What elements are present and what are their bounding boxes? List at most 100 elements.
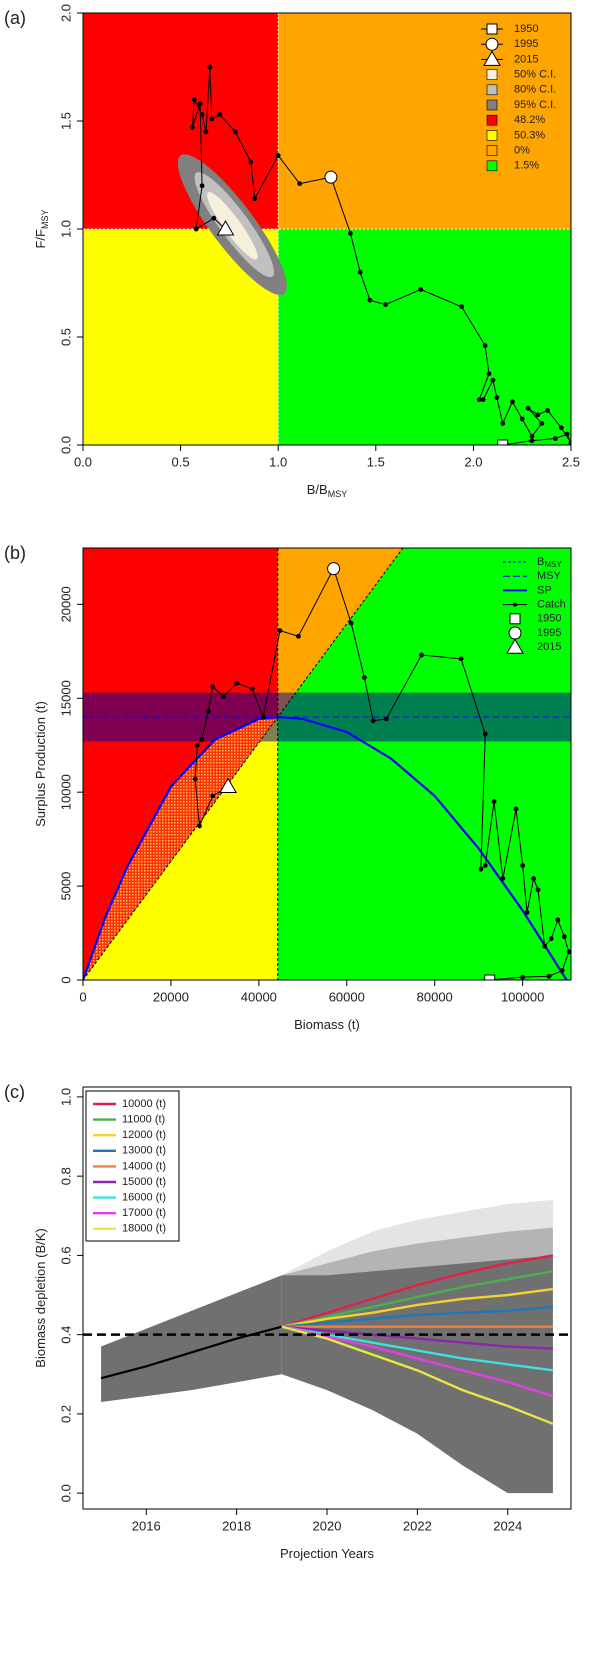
- x-tick-label: 60000: [329, 989, 365, 1004]
- trajectory-point: [529, 438, 535, 444]
- trajectory-point: [559, 968, 565, 974]
- legend-swatch: [486, 99, 498, 111]
- trajectory-point: [418, 287, 424, 292]
- ci-ellipse: [207, 191, 258, 260]
- legend-label: 1.5%: [514, 160, 539, 172]
- trajectory-point: [383, 302, 388, 307]
- marker: [324, 170, 338, 184]
- panel-label: (c): [4, 1082, 25, 1102]
- trajectory-point: [252, 196, 258, 202]
- x-tick-label: 2016: [132, 1518, 161, 1533]
- y-tick-label: 0.6: [58, 1246, 73, 1264]
- legend-marker: [506, 638, 524, 654]
- quadrant: [278, 13, 571, 229]
- axis-label: Biomass depletion (B/K): [33, 1228, 48, 1367]
- trajectory-point: [297, 181, 303, 187]
- y-tick-label: 0.0: [58, 1484, 73, 1502]
- trajectory-point: [500, 421, 506, 426]
- trajectory-point: [209, 116, 215, 122]
- legend-label: 11000 (t): [122, 1114, 165, 1126]
- trajectory-point: [491, 799, 497, 804]
- legend: 1950 1995 2015 50% C.I. 80% C.I. 95% C.I. 48.2…: [481, 23, 556, 172]
- trajectory-point: [458, 656, 464, 662]
- trajectory-point: [555, 917, 561, 923]
- trajectory-point: [539, 421, 545, 426]
- legend-label: 12000 (t): [122, 1129, 166, 1141]
- legend-label: 1995: [537, 627, 561, 639]
- axis-label-text: Surplus Production (t): [33, 701, 48, 827]
- trajectory-point: [535, 887, 541, 893]
- trajectory-point: [361, 675, 367, 680]
- trajectory-point: [203, 129, 209, 135]
- legend-swatch: [486, 69, 498, 80]
- legend-marker: [485, 37, 499, 51]
- trajectory-point: [194, 742, 200, 748]
- legend-label: 2015: [514, 53, 538, 65]
- trajectory-point: [459, 304, 465, 310]
- legend-label: Catch: [537, 599, 566, 611]
- axis-label-text: Biomass (t): [294, 1017, 360, 1032]
- projection-line: [281, 1325, 554, 1425]
- panel-label: (a): [4, 8, 26, 28]
- trajectory-point: [199, 183, 205, 189]
- trajectory-point: [513, 806, 519, 812]
- legend-label: 17000 (t): [122, 1207, 166, 1219]
- trajectory-point: [419, 652, 424, 658]
- trajectory-point: [205, 709, 211, 714]
- plot-area: [83, 1199, 571, 1494]
- trajectory-point: [217, 112, 223, 117]
- legend-label: 1950: [514, 23, 538, 35]
- y-tick-label: 0: [58, 976, 73, 983]
- axis-label-text: F/F: [33, 229, 48, 249]
- legend-label: 0%: [514, 145, 530, 157]
- sp-curve: [83, 715, 568, 980]
- quadrant: [83, 13, 279, 229]
- marker: [497, 439, 509, 445]
- projection-line: [281, 1270, 554, 1328]
- trajectory-point: [197, 101, 203, 107]
- legend-label: 1995: [514, 38, 538, 50]
- trajectory-point: [482, 343, 488, 349]
- legend-marker: [513, 602, 517, 607]
- trajectory-point: [564, 431, 570, 437]
- trajectory-point: [191, 97, 197, 102]
- trajectory-point: [348, 620, 354, 626]
- region: [277, 548, 571, 980]
- y-tick-label: 0.4: [58, 1326, 73, 1344]
- y-tick-label: 5000: [58, 872, 73, 901]
- x-tick-label: 2.0: [464, 454, 482, 469]
- projection-line: [281, 1305, 554, 1328]
- legend-marker: [509, 613, 521, 625]
- uncertainty-band: [101, 1275, 282, 1403]
- legend-label-text: B: [537, 556, 544, 568]
- uncertainty-band: [281, 1227, 553, 1276]
- legend-marker: [486, 23, 498, 35]
- x-tick-label: 80000: [417, 989, 453, 1004]
- trajectory-point: [520, 863, 526, 868]
- x-tick-label: 20000: [153, 989, 189, 1004]
- legend-label: 16000 (t): [122, 1192, 166, 1204]
- trajectory-point: [519, 416, 525, 422]
- trajectory-point: [211, 215, 217, 221]
- trajectory-point: [275, 153, 281, 158]
- x-tick-label: 0.0: [74, 454, 92, 469]
- trajectory-point: [210, 684, 216, 690]
- trajectory-point: [199, 737, 205, 742]
- trajectory-point: [494, 395, 500, 400]
- axis-label-text: Biomass depletion (B/K): [33, 1228, 48, 1367]
- trajectory-point: [524, 909, 530, 915]
- marker: [484, 974, 496, 980]
- trajectory-point: [210, 793, 216, 799]
- legend-label: 50% C.I.: [514, 69, 556, 81]
- x-tick-label: 40000: [241, 989, 277, 1004]
- y-tick-label: 0.5: [58, 328, 73, 346]
- trajectory-point: [552, 436, 558, 441]
- trajectory-point: [367, 297, 373, 303]
- x-tick-label: 0: [79, 989, 86, 1004]
- projection-line: [281, 1325, 554, 1398]
- trajectory-point: [189, 125, 195, 130]
- plot-area: [83, 548, 571, 980]
- trajectory-point: [545, 408, 550, 413]
